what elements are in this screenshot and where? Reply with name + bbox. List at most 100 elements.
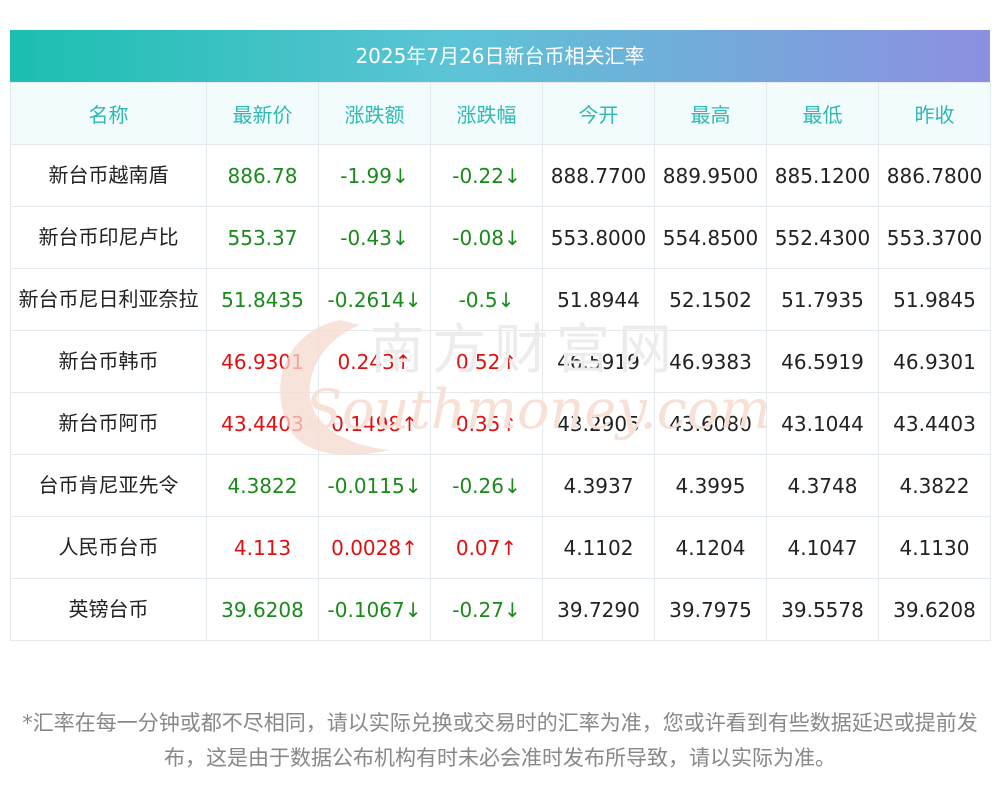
latest-price-cell-value: 553.37 (227, 225, 298, 250)
change-cell: -1.99↓ (318, 144, 431, 207)
latest-price-cell-value: 4.3822 (227, 473, 298, 498)
column-header-change: 涨跌额 (318, 82, 431, 145)
arrow-down-icon: ↓ (503, 163, 521, 188)
table-header-row: 名称 最新价 涨跌额 涨跌幅 今开 最高 最低 昨收 (10, 82, 991, 145)
high-cell: 46.9383 (654, 330, 767, 393)
latest-price-cell-value: 886.78 (227, 163, 298, 188)
change-cell: 0.243↑ (318, 330, 431, 393)
arrow-down-icon: ↓ (497, 287, 515, 312)
latest-price-cell: 51.8435 (206, 268, 319, 331)
open-cell: 46.5919 (542, 330, 655, 393)
column-header-name: 名称 (10, 82, 207, 145)
latest-price-cell-value: 4.113 (233, 535, 292, 560)
currency-pair-name: 台币肯尼亚先令 (10, 454, 207, 517)
low-cell: 552.4300 (766, 206, 879, 269)
arrow-down-icon: ↓ (391, 225, 409, 250)
prev-close-cell: 886.7800 (878, 144, 991, 207)
table-row: 人民币台币 4.113 0.0028↑ 0.07↑ 4.1102 4.1204 4.1047… (10, 516, 991, 579)
table-row: 新台币印尼卢比 553.37 -0.43↓ -0.08↓ 553.8000 554.850… (10, 206, 991, 269)
latest-price-cell-value: 46.9301 (221, 349, 304, 374)
change-cell-value: -0.0115 (327, 473, 405, 498)
change-pct-cell-value: -0.26 (452, 473, 504, 498)
latest-price-cell: 553.37 (206, 206, 319, 269)
prev-close-cell: 46.9301 (878, 330, 991, 393)
table-row: 新台币阿币 43.4403 0.1498↑ 0.35↑ 43.2905 43.6080 43… (10, 392, 991, 455)
change-pct-cell: -0.22↓ (430, 144, 543, 207)
arrow-up-icon: ↑ (401, 411, 418, 436)
prev-close-cell: 39.6208 (878, 578, 991, 641)
arrow-up-icon: ↑ (500, 349, 518, 374)
change-cell-value: 0.0028 (331, 535, 402, 560)
prev-close-cell: 51.9845 (878, 268, 991, 331)
arrow-down-icon: ↓ (503, 225, 521, 250)
latest-price-cell: 43.4403 (206, 392, 319, 455)
change-cell: -0.2614↓ (318, 268, 431, 331)
change-pct-cell: -0.26↓ (430, 454, 543, 517)
open-cell: 51.8944 (542, 268, 655, 331)
arrow-up-icon: ↑ (394, 349, 412, 374)
arrow-down-icon: ↓ (404, 597, 422, 622)
change-cell-value: 0.243 (337, 349, 395, 374)
currency-pair-name: 新台币阿币 (10, 392, 207, 455)
change-cell: -0.43↓ (318, 206, 431, 269)
change-pct-cell-value: -0.5 (458, 287, 498, 312)
currency-pair-name: 新台币越南盾 (10, 144, 207, 207)
currency-pair-name: 英镑台币 (10, 578, 207, 641)
latest-price-cell: 4.3822 (206, 454, 319, 517)
open-cell: 4.1102 (542, 516, 655, 579)
change-cell-value: -1.99 (340, 163, 392, 188)
prev-close-cell: 43.4403 (878, 392, 991, 455)
latest-price-cell-value: 39.6208 (221, 597, 304, 622)
currency-pair-name: 人民币台币 (10, 516, 207, 579)
arrow-down-icon: ↓ (404, 287, 422, 312)
currency-pair-name: 新台币韩币 (10, 330, 207, 393)
open-cell: 43.2905 (542, 392, 655, 455)
latest-price-cell: 886.78 (206, 144, 319, 207)
prev-close-cell: 553.3700 (878, 206, 991, 269)
change-pct-cell-value: 0.35 (455, 411, 501, 436)
low-cell: 51.7935 (766, 268, 879, 331)
column-header-high: 最高 (654, 82, 767, 145)
change-cell-value: -0.2614 (327, 287, 405, 312)
change-pct-cell-value: 0.07 (455, 535, 501, 560)
latest-price-cell-value: 43.4403 (221, 411, 304, 436)
column-header-latest: 最新价 (206, 82, 319, 145)
change-cell: 0.1498↑ (318, 392, 431, 455)
high-cell: 39.7975 (654, 578, 767, 641)
open-cell: 4.3937 (542, 454, 655, 517)
low-cell: 4.3748 (766, 454, 879, 517)
change-pct-cell: 0.07↑ (430, 516, 543, 579)
change-pct-cell-value: -0.27 (452, 597, 504, 622)
table-row: 台币肯尼亚先令 4.3822 -0.0115↓ -0.26↓ 4.3937 4.3995 4… (10, 454, 991, 517)
change-pct-cell-value: -0.08 (452, 225, 504, 250)
high-cell: 43.6080 (654, 392, 767, 455)
arrow-up-icon: ↑ (500, 411, 518, 436)
change-cell: -0.0115↓ (318, 454, 431, 517)
table-row: 新台币尼日利亚奈拉 51.8435 -0.2614↓ -0.5↓ 51.8944 52.1… (10, 268, 991, 331)
change-pct-cell: -0.5↓ (430, 268, 543, 331)
arrow-down-icon: ↓ (503, 597, 521, 622)
change-cell: -0.1067↓ (318, 578, 431, 641)
page-title: 2025年7月26日新台币相关汇率 (10, 30, 990, 82)
table-row: 新台币韩币 46.9301 0.243↑ 0.52↑ 46.5919 46.9383 46.… (10, 330, 991, 393)
open-cell: 553.8000 (542, 206, 655, 269)
change-pct-cell: -0.08↓ (430, 206, 543, 269)
latest-price-cell-value: 51.8435 (221, 287, 304, 312)
arrow-down-icon: ↓ (503, 473, 521, 498)
prev-close-cell: 4.3822 (878, 454, 991, 517)
disclaimer-footnote: *汇率在每一分钟或都不尽相同，请以实际兑换或交易时的汇率为准，您或许看到有些数据… (22, 711, 978, 770)
high-cell: 554.8500 (654, 206, 767, 269)
high-cell: 4.1204 (654, 516, 767, 579)
open-cell: 39.7290 (542, 578, 655, 641)
column-header-low: 最低 (766, 82, 879, 145)
arrow-up-icon: ↑ (401, 535, 418, 560)
change-cell: 0.0028↑ (318, 516, 431, 579)
exchange-rate-table: 名称 最新价 涨跌额 涨跌幅 今开 最高 最低 昨收 新台币越南盾 886.78-… (10, 82, 991, 641)
change-cell-value: 0.1498 (331, 411, 402, 436)
prev-close-cell: 4.1130 (878, 516, 991, 579)
arrow-up-icon: ↑ (500, 535, 518, 560)
open-cell: 888.7700 (542, 144, 655, 207)
latest-price-cell: 46.9301 (206, 330, 319, 393)
low-cell: 4.1047 (766, 516, 879, 579)
change-cell-value: -0.43 (340, 225, 392, 250)
